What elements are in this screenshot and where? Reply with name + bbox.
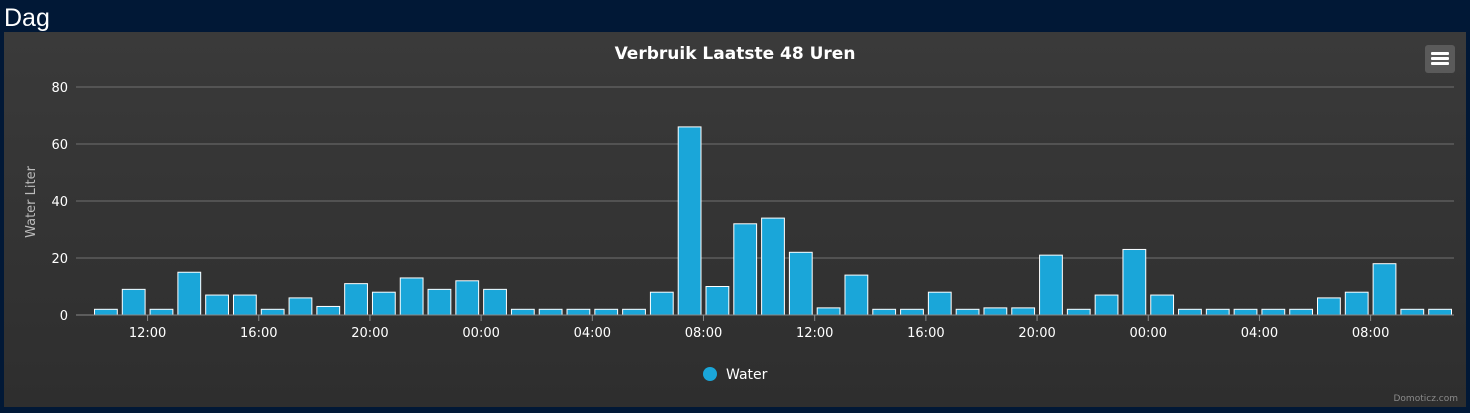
x-tick-label: 08:00: [685, 326, 722, 341]
bar[interactable]: [1066, 308, 1091, 316]
bar[interactable]: [900, 308, 924, 316]
bar[interactable]: [927, 291, 952, 316]
x-tick-label: 04:00: [1241, 326, 1278, 341]
x-tick-label: 00:00: [462, 326, 499, 341]
chart-menu-button[interactable]: [1425, 45, 1455, 73]
y-tick-label: 20: [51, 252, 68, 267]
y-axis-ticks: 0 20 40 60 80: [51, 81, 68, 324]
bar[interactable]: [1178, 308, 1202, 316]
bar[interactable]: [649, 291, 674, 316]
bar[interactable]: [677, 126, 702, 316]
bar[interactable]: [1122, 248, 1147, 316]
bar[interactable]: [260, 308, 285, 316]
bar[interactable]: [705, 286, 730, 316]
x-tick-label: 00:00: [1130, 326, 1167, 341]
bar[interactable]: [538, 308, 563, 316]
bar[interactable]: [872, 308, 897, 316]
chart-panel: Verbruik Laatste 48 Uren 0 20 40 60 80 Water…: [4, 32, 1466, 407]
hamburger-menu-icon: [1431, 52, 1449, 55]
bar[interactable]: [399, 277, 424, 316]
bar[interactable]: [733, 223, 758, 316]
bar[interactable]: [1094, 294, 1119, 316]
bar[interactable]: [121, 288, 146, 316]
y-tick-label: 80: [51, 81, 68, 96]
bar[interactable]: [622, 308, 646, 316]
bar[interactable]: [288, 297, 313, 316]
bar[interactable]: [816, 307, 841, 316]
bar[interactable]: [427, 288, 452, 316]
bar[interactable]: [1289, 308, 1314, 316]
bar[interactable]: [455, 280, 480, 316]
legend[interactable]: Water: [703, 367, 768, 383]
credits-link[interactable]: Domoticz.com: [1393, 394, 1459, 404]
bar[interactable]: [344, 283, 368, 316]
x-tick-label: 12:00: [129, 326, 166, 341]
chart-title: Verbruik Laatste 48 Uren: [615, 44, 856, 64]
bar[interactable]: [844, 274, 869, 316]
bar[interactable]: [1150, 294, 1175, 316]
x-tick-label: 12:00: [796, 326, 833, 341]
bar[interactable]: [1372, 263, 1397, 316]
bar[interactable]: [232, 294, 257, 316]
bar[interactable]: [1400, 308, 1425, 316]
x-tick-label: 16:00: [907, 326, 944, 341]
x-tick-label: 04:00: [574, 326, 611, 341]
hamburger-menu-icon: [1431, 57, 1449, 60]
x-tick-label: 20:00: [351, 326, 388, 341]
bar[interactable]: [371, 291, 396, 316]
bar[interactable]: [1261, 308, 1286, 316]
x-tick-label: 16:00: [240, 326, 277, 341]
x-tick-label: 20:00: [1018, 326, 1055, 341]
bar[interactable]: [566, 308, 591, 316]
legend-marker: [703, 367, 717, 381]
y-tick-label: 0: [60, 309, 68, 324]
bar[interactable]: [1344, 291, 1369, 316]
bar[interactable]: [205, 294, 229, 316]
y-tick-label: 40: [51, 195, 68, 210]
bar[interactable]: [483, 288, 507, 316]
bar[interactable]: [1205, 308, 1230, 316]
bar[interactable]: [510, 308, 535, 316]
bar[interactable]: [955, 308, 980, 316]
y-tick-label: 60: [51, 138, 68, 153]
bar[interactable]: [1428, 308, 1452, 316]
bar[interactable]: [1039, 254, 1063, 316]
y-axis-label: Water Liter: [24, 165, 39, 238]
hamburger-menu-icon: [1431, 62, 1449, 65]
x-axis-ticks: 12:00 16:00 20:00 00:00 04:00 08:00 12:00 16:00…: [129, 315, 1389, 341]
water-usage-chart: Verbruik Laatste 48 Uren 0 20 40 60 80 Water…: [24, 44, 1454, 383]
x-tick-label: 08:00: [1352, 326, 1389, 341]
legend-label: Water: [726, 367, 768, 383]
bars: [94, 126, 1452, 316]
bar[interactable]: [788, 251, 813, 316]
section-title: Dag: [4, 4, 50, 32]
bar[interactable]: [177, 271, 202, 316]
bar[interactable]: [1317, 297, 1341, 316]
bar[interactable]: [983, 307, 1008, 316]
bar[interactable]: [149, 308, 174, 316]
bar[interactable]: [94, 308, 118, 316]
bar[interactable]: [1233, 308, 1258, 316]
bar[interactable]: [316, 305, 341, 316]
bar[interactable]: [1011, 307, 1036, 316]
bar[interactable]: [761, 217, 785, 316]
bar[interactable]: [594, 308, 619, 316]
